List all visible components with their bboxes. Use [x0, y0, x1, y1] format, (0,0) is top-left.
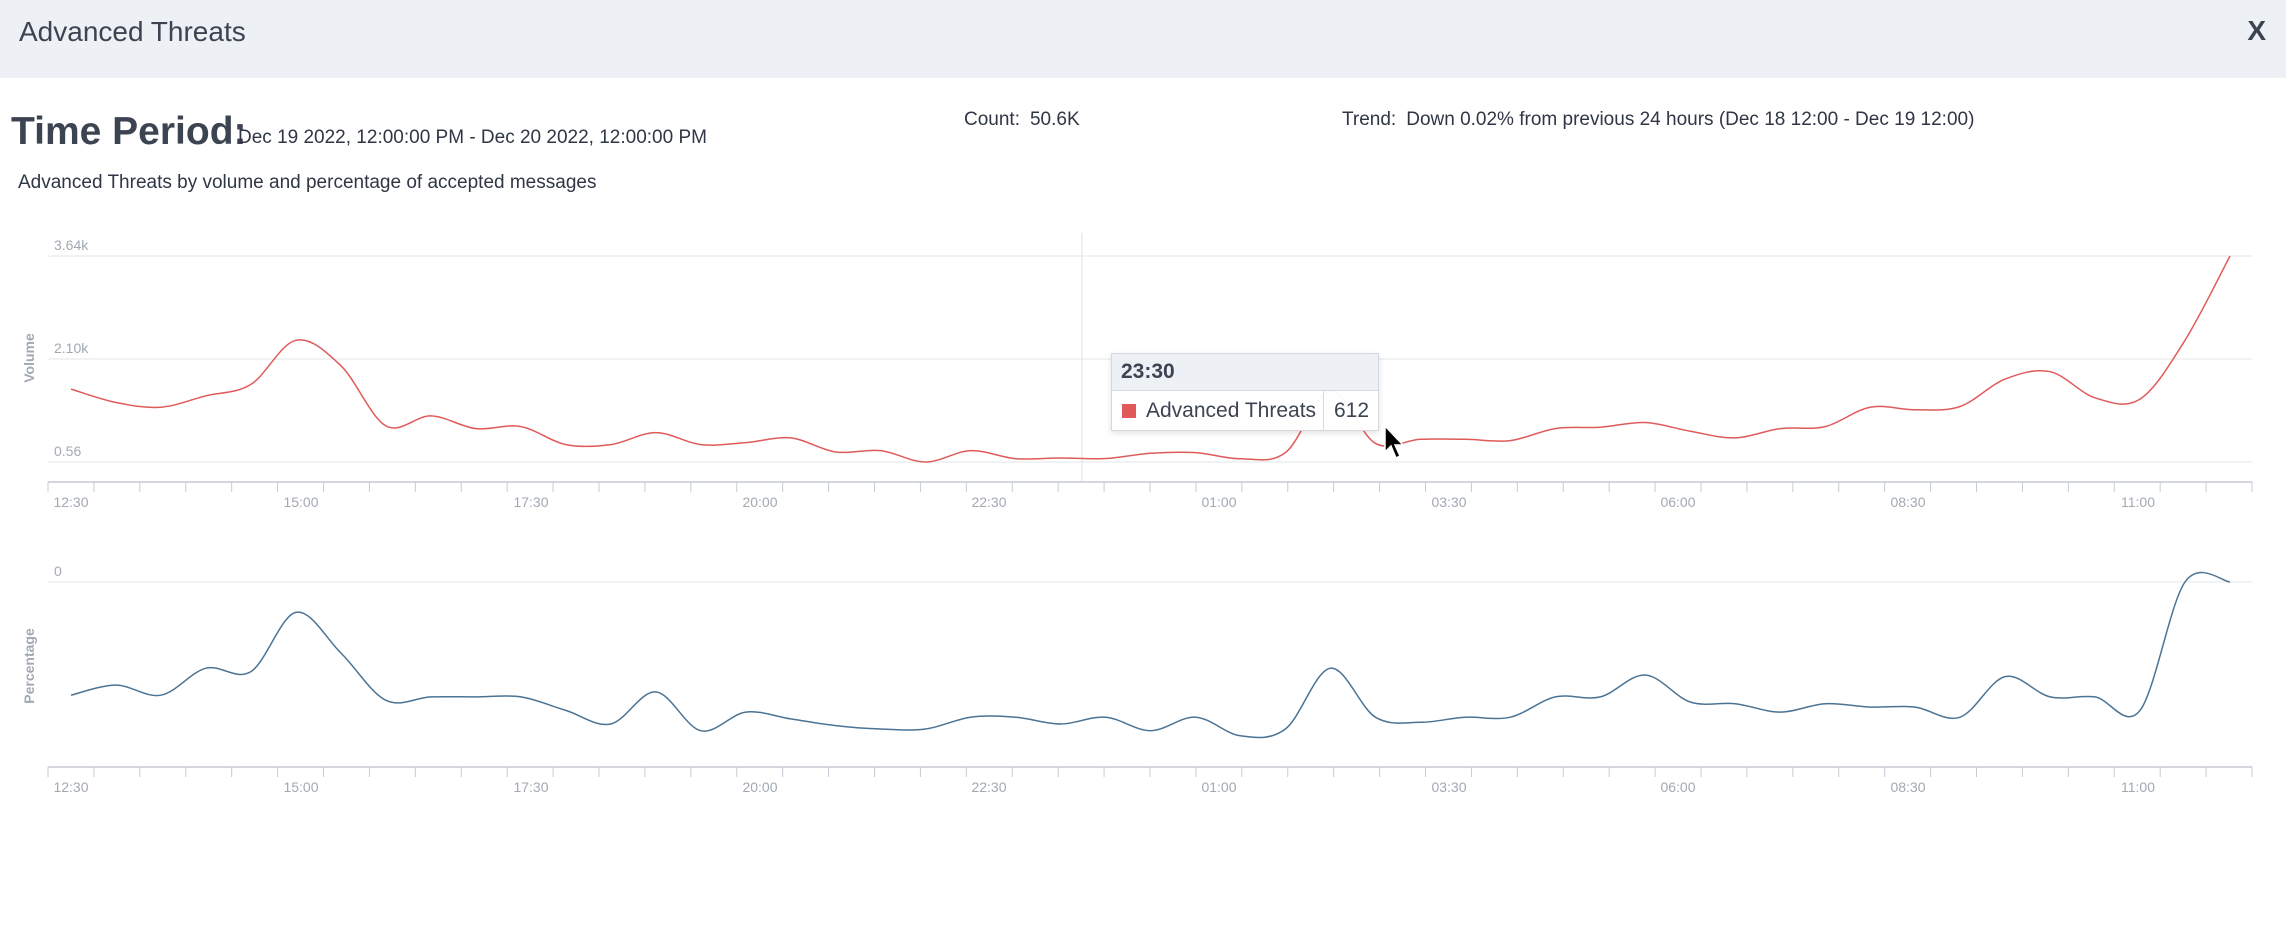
- volume-x-tick-label: 03:30: [1431, 494, 1466, 510]
- volume-x-tick-label: 01:00: [1201, 494, 1236, 510]
- volume-y-axis-label: Volume: [21, 333, 37, 383]
- count-value: 50.6K: [1029, 109, 1080, 130]
- count-summary: Count: 50.6K: [964, 109, 1080, 131]
- volume-x-tick-label: 06:00: [1660, 494, 1695, 510]
- series-swatch: [1122, 404, 1136, 418]
- tooltip-time: 23:30: [1112, 354, 1378, 391]
- dialog-header: Advanced Threats X: [0, 0, 2286, 78]
- percentage-chart[interactable]: 0 12:30 15:00 17:30 20:00 22:30 01:00 03:30 06:0…: [21, 563, 2253, 795]
- percentage-x-tick-label: 20:00: [742, 779, 777, 795]
- percentage-x-tick-label: 06:00: [1660, 779, 1695, 795]
- percentage-y-tick-label: 0: [54, 563, 62, 579]
- percentage-x-tick-label: 11:00: [2121, 779, 2155, 795]
- volume-chart[interactable]: 3.64k 2.10k 0.56 12:30 15:00 17:30 20:00 22:30 0…: [21, 233, 2253, 510]
- percentage-x-tick-label: 08:30: [1890, 779, 1925, 795]
- percentage-y-axis-label: Percentage: [21, 628, 37, 704]
- percentage-x-tick-label: 03:30: [1431, 779, 1466, 795]
- dialog-title: Advanced Threats: [19, 16, 246, 47]
- trend-value: Down 0.02% from previous 24 hours (Dec 1…: [1406, 109, 1975, 130]
- volume-x-tick-label: 20:00: [742, 494, 777, 510]
- time-period-value: Dec 19 2022, 12:00:00 PM - Dec 20 2022, …: [238, 127, 707, 148]
- trend-label: Trend:: [1342, 109, 1397, 130]
- volume-x-tick-label: 11:00: [2121, 494, 2155, 510]
- percentage-x-tick-label: 22:30: [971, 779, 1006, 795]
- tooltip-series-name: Advanced Threats: [1146, 399, 1317, 422]
- percentage-x-tick-label: 01:00: [1201, 779, 1236, 795]
- percentage-x-tick-label: 15:00: [283, 779, 318, 795]
- count-label: Count:: [964, 109, 1020, 130]
- percentage-x-tick-label: 12:30: [53, 779, 88, 795]
- mouse-pointer-icon: [1384, 425, 1405, 460]
- volume-x-tick-label: 15:00: [283, 494, 318, 510]
- chart-subtitle: Advanced Threats by volume and percentag…: [18, 172, 597, 193]
- chart-tooltip: 23:30 Advanced Threats 612: [1111, 353, 1379, 431]
- percentage-series-line: [70, 571, 2231, 739]
- volume-y-tick-label: 2.10k: [54, 340, 89, 356]
- volume-x-tick-label: 22:30: [971, 494, 1006, 510]
- percentage-x-tick-label: 17:30: [513, 779, 548, 795]
- volume-y-tick-label: 3.64k: [54, 237, 89, 253]
- volume-series-line: [70, 255, 2231, 463]
- volume-y-tick-label: 0.56: [54, 443, 81, 459]
- tooltip-value: 612: [1334, 399, 1370, 422]
- volume-x-tick-label: 12:30: [53, 494, 88, 510]
- volume-x-tick-label: 17:30: [513, 494, 548, 510]
- trend-summary: Trend: Down 0.02% from previous 24 hours …: [1342, 109, 1974, 131]
- tooltip-divider: [1323, 391, 1324, 430]
- time-period-label: Time Period:: [11, 110, 247, 153]
- close-button[interactable]: X: [2247, 15, 2266, 46]
- tooltip-row: Advanced Threats 612: [1112, 391, 1378, 430]
- volume-x-tick-label: 08:30: [1890, 494, 1925, 510]
